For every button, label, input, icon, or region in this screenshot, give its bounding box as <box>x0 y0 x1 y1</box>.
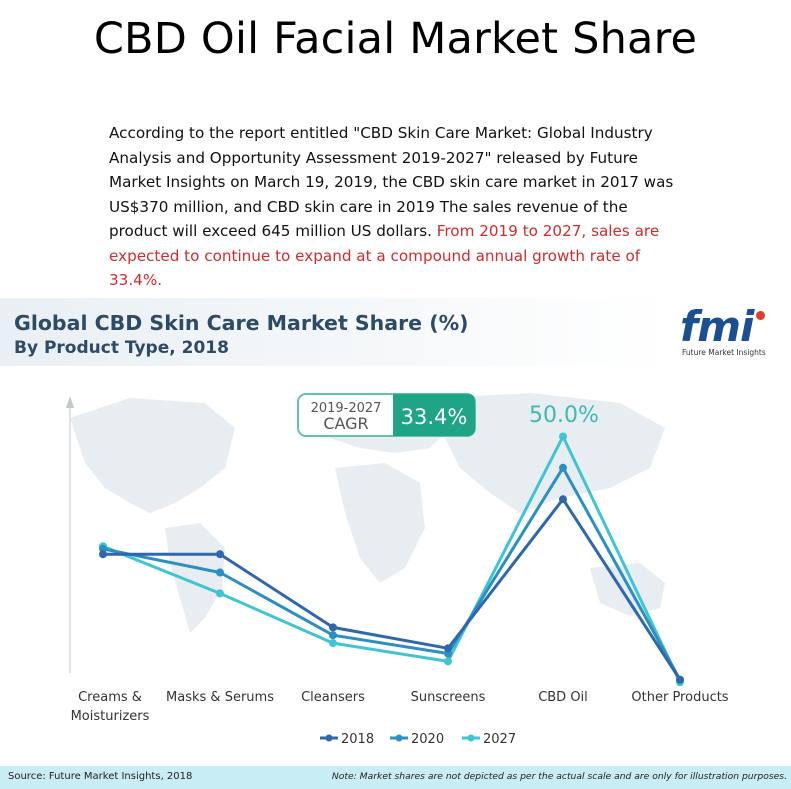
infographic-subtitle: By Product Type, 2018 <box>14 338 229 358</box>
infographic-footer: Source: Future Market Insights, 2018 Not… <box>0 766 791 789</box>
point-2018-3 <box>444 644 452 653</box>
world-map-background <box>70 393 665 633</box>
y-axis-arrow-icon <box>66 396 74 408</box>
category-label-3: Sunscreens <box>411 690 486 705</box>
cagr-value-box <box>393 394 475 436</box>
chart-legend: 2018 2020 2027 <box>320 732 516 747</box>
category-label-4: CBD Oil <box>538 690 588 705</box>
category-label-0: Creams & Moisturizers <box>71 690 150 724</box>
legend-label-2027: 2027 <box>483 732 516 747</box>
point-2018-4 <box>559 495 567 504</box>
category-label-1: Masks & Serums <box>166 690 274 705</box>
point-2027-4 <box>559 432 567 441</box>
legend-dot-2018 <box>325 734 333 742</box>
point-2020-2 <box>329 631 337 640</box>
source-text: Source: Future Market Insights, 2018 <box>8 771 193 782</box>
legend-item-2020: 2020 <box>390 732 444 747</box>
intro-text: According to the report entitled "CBD Sk… <box>109 124 674 240</box>
page-title: CBD Oil Facial Market Share <box>93 14 698 64</box>
legend-item-2027: 2027 <box>462 732 516 747</box>
point-2027-1 <box>216 589 224 598</box>
category-label-5: Other Products <box>631 690 728 705</box>
category-labels: Creams & Moisturizers Masks & Serums Cleans… <box>71 690 729 724</box>
infographic-title: Global CBD Skin Care Market Share (%) <box>14 311 469 335</box>
legend-dot-2020 <box>395 734 403 742</box>
cagr-value: 33.4% <box>401 405 468 429</box>
cagr-callout: 2019-2027 CAGR 33.4% <box>297 393 476 437</box>
series-line-2027 <box>102 435 682 683</box>
legend-item-2018: 2018 <box>320 732 374 747</box>
point-2020-4 <box>559 463 567 472</box>
intro-highlight: From 2019 to 2027, sales are expected to… <box>109 222 660 289</box>
legend-dot-2027 <box>467 734 475 742</box>
logo-dot-icon <box>756 311 765 320</box>
note-text: Note: Market shares are not depicted as … <box>331 771 787 782</box>
point-2020-1 <box>216 568 224 577</box>
cagr-label-line2: CAGR <box>323 414 368 433</box>
series-layer <box>99 432 684 687</box>
cagr-label-line1: 2019-2027 <box>311 401 382 416</box>
point-2027-3 <box>444 657 452 666</box>
market-share-chart: 2019-2027 CAGR 33.4% 50.0% Creams & Moist… <box>66 393 729 747</box>
logo-caption: Future Market Insights <box>682 348 766 357</box>
logo-text: fmi <box>680 302 754 351</box>
point-2018-1 <box>216 550 224 559</box>
legend-label-2018: 2018 <box>341 732 374 747</box>
fmi-logo: fmi Future Market Insights <box>658 298 791 366</box>
point-2018-5 <box>676 675 684 684</box>
peak-label: 50.0% <box>529 403 599 428</box>
point-2027-2 <box>329 639 337 648</box>
series-line-2020 <box>102 466 682 681</box>
point-2018-2 <box>329 623 337 632</box>
legend-label-2020: 2020 <box>411 732 444 747</box>
intro-paragraph: According to the report entitled "CBD Sk… <box>109 121 689 293</box>
category-label-2: Cleansers <box>301 690 365 705</box>
point-2018-0 <box>99 550 107 559</box>
series-line-2018 <box>103 497 682 681</box>
